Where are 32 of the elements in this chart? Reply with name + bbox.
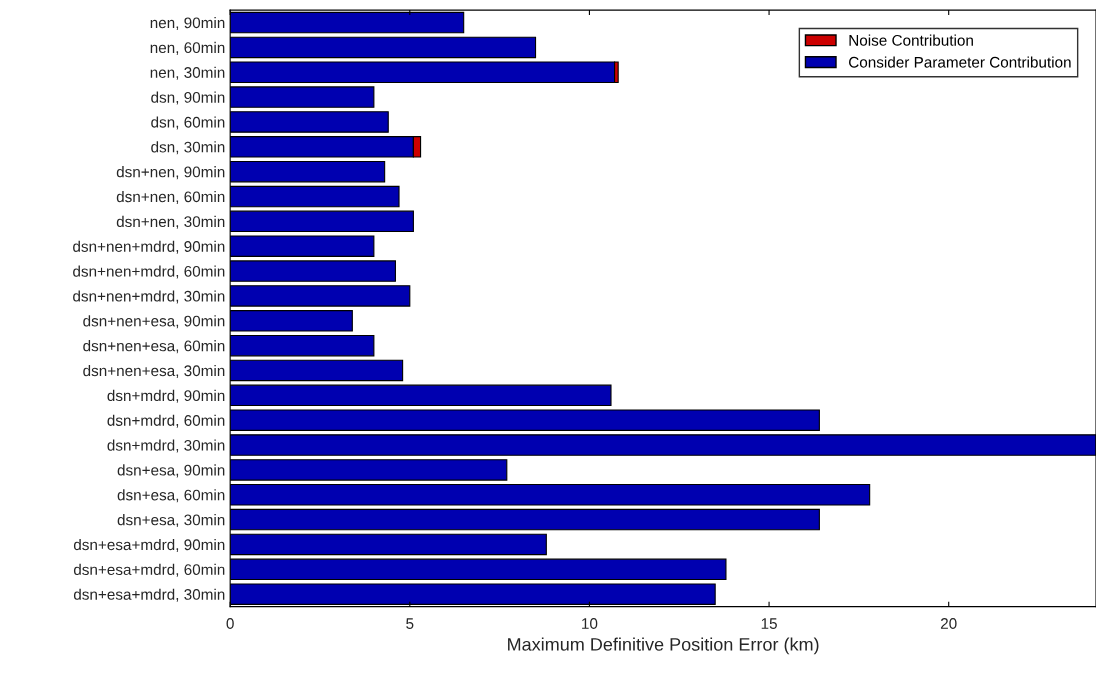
y-tick-label: dsn+nen+mdrd, 90min — [73, 240, 225, 254]
x-tick-label: 15 — [761, 618, 777, 629]
x-tick-label: 10 — [582, 618, 598, 629]
y-tick-label: dsn+esa, 90min — [117, 464, 225, 478]
y-tick-label: nen, 90min — [150, 17, 225, 31]
y-tick-label: dsn, 30min — [151, 141, 225, 155]
x-axis-title: Maximum Definitive Position Error (km) — [508, 637, 819, 655]
x-tick-label: 20 — [940, 618, 957, 629]
y-tick-label: dsn+nen+mdrd, 60min — [73, 265, 225, 279]
y-tick-label: dsn+esa+mdrd, 60min — [73, 563, 225, 577]
y-tick-label: dsn+nen, 30min — [116, 215, 225, 229]
y-tick-label: dsn+nen+mdrd, 30min — [73, 290, 225, 304]
y-tick-label: dsn+nen+esa, 30min — [83, 364, 225, 378]
y-tick-label: dsn+esa, 30min — [117, 514, 225, 528]
x-tick-label: 0 — [226, 618, 234, 629]
legend-label: Noise Contribution — [849, 34, 973, 46]
y-tick-label: dsn+nen+esa, 60min — [83, 340, 225, 354]
y-tick-label: dsn+mdrd, 30min — [107, 439, 225, 453]
y-tick-label: dsn+esa+mdrd, 90min — [73, 538, 225, 552]
x-tick-label: 5 — [406, 618, 414, 629]
y-tick-label: dsn+mdrd, 90min — [107, 389, 225, 403]
y-tick-label: dsn+nen+esa, 90min — [83, 315, 225, 329]
y-tick-label: dsn+esa, 60min — [117, 489, 225, 503]
y-tick-label: dsn+esa+mdrd, 30min — [73, 588, 225, 602]
legend-label: Consider Parameter Contribution — [849, 56, 1071, 68]
y-tick-label: nen, 30min — [150, 66, 225, 80]
y-tick-label: dsn, 90min — [151, 91, 225, 105]
y-tick-label: dsn+nen, 90min — [116, 166, 225, 180]
y-tick-label: dsn+mdrd, 60min — [107, 414, 225, 428]
y-tick-label: dsn+nen, 60min — [116, 190, 225, 204]
y-tick-label: nen, 60min — [150, 41, 225, 55]
y-tick-label: dsn, 60min — [151, 116, 225, 130]
